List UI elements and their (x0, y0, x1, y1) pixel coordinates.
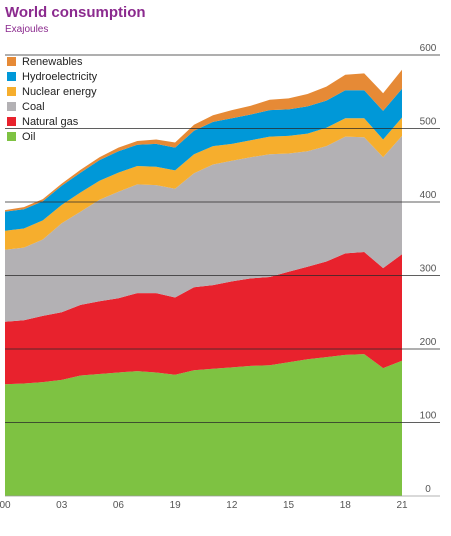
area-nuclear-energy (5, 117, 402, 250)
area-hydroelectricity (5, 88, 402, 231)
legend-item-coal: Coal (7, 99, 97, 114)
x-tick-label-21: 21 (396, 500, 408, 511)
area-renewables (5, 69, 402, 212)
legend-label-renewables: Renewables (22, 55, 83, 68)
legend-label-coal: Coal (22, 100, 45, 113)
x-tick-label-19: 19 (170, 500, 182, 511)
legend-swatch-hydroelectricity (7, 72, 16, 81)
y-tick-label-100: 100 (420, 411, 437, 422)
legend-label-nuclear-energy: Nuclear energy (22, 85, 97, 98)
legend-item-renewables: Renewables (7, 54, 97, 69)
chart-subtitle: Exajoules (5, 24, 49, 35)
legend-item-natural-gas: Natural gas (7, 114, 97, 129)
legend-swatch-nuclear-energy (7, 87, 16, 96)
chart-legend: Renewables Hydroelectricity Nuclear energy… (7, 54, 97, 144)
legend-swatch-oil (7, 132, 16, 141)
area-oil (5, 354, 402, 496)
legend-swatch-coal (7, 102, 16, 111)
y-tick-label-500: 500 (420, 117, 437, 128)
legend-label-natural-gas: Natural gas (22, 115, 79, 128)
x-tick-label-12: 12 (226, 500, 238, 511)
chart-title: World consumption (5, 4, 146, 21)
legend-item-nuclear-energy: Nuclear energy (7, 84, 97, 99)
y-tick-label-400: 400 (420, 190, 437, 201)
legend-swatch-renewables (7, 57, 16, 66)
x-tick-label-15: 15 (283, 500, 295, 511)
y-tick-label-300: 300 (420, 264, 437, 275)
x-tick-label-06: 06 (113, 500, 125, 511)
legend-label-hydroelectricity: Hydroelectricity (22, 70, 98, 83)
x-tick-label-00: 00 (0, 500, 11, 511)
x-tick-label-18: 18 (340, 500, 352, 511)
legend-label-oil: Oil (22, 130, 36, 143)
area-natural-gas (5, 252, 402, 385)
y-tick-label-0: 0 (425, 484, 431, 495)
legend-item-hydroelectricity: Hydroelectricity (7, 69, 97, 84)
legend-swatch-natural-gas (7, 117, 16, 126)
x-tick-label-03: 03 (56, 500, 68, 511)
y-tick-label-200: 200 (420, 337, 437, 348)
legend-item-oil: Oil (7, 129, 97, 144)
y-tick-label-600: 600 (420, 43, 437, 54)
